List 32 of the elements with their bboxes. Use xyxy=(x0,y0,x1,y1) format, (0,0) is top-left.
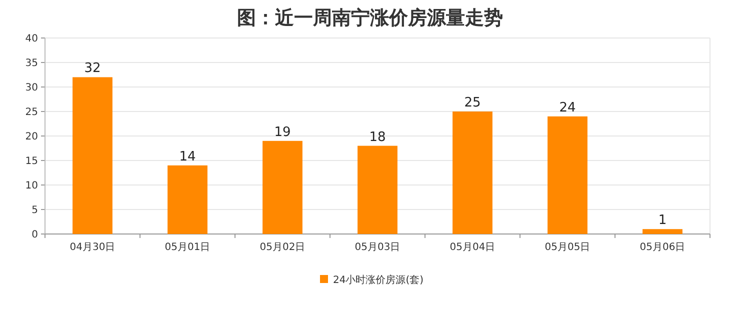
data-label: 14 xyxy=(179,149,196,164)
y-tick-label: 10 xyxy=(25,180,38,192)
y-tick-label: 30 xyxy=(25,82,38,94)
bar xyxy=(548,116,588,234)
y-tick-label: 25 xyxy=(25,107,38,118)
bar xyxy=(262,140,302,234)
y-tick-label: 0 xyxy=(32,230,38,240)
bar xyxy=(168,165,208,234)
x-tick-label: 05月03日 xyxy=(354,242,400,253)
data-label: 18 xyxy=(369,130,386,145)
bar xyxy=(72,77,112,234)
y-tick-label: 15 xyxy=(25,156,38,167)
data-label: 25 xyxy=(464,96,481,110)
bar xyxy=(642,229,682,234)
y-tick-label: 35 xyxy=(25,58,38,69)
legend-label: 24小时涨价房源(套) xyxy=(333,274,424,286)
data-label: 1 xyxy=(658,213,667,228)
bar xyxy=(452,112,492,234)
x-tick-label: 05月04日 xyxy=(450,242,496,253)
data-label: 19 xyxy=(274,124,291,140)
data-label: 32 xyxy=(84,61,101,76)
x-tick-label: 05月01日 xyxy=(164,242,210,253)
chart-title: 图：近一周南宁涨价房源量走势 xyxy=(237,7,503,29)
x-tick-label: 04月30日 xyxy=(70,242,116,253)
x-tick-label: 05月05日 xyxy=(544,242,590,253)
y-tick-label: 40 xyxy=(25,34,38,44)
data-label: 24 xyxy=(559,100,576,116)
y-tick-label: 20 xyxy=(25,132,38,142)
y-tick-label: 5 xyxy=(32,205,38,216)
x-tick-label: 05月06日 xyxy=(640,242,686,253)
bar xyxy=(358,146,398,234)
x-tick-label: 05月02日 xyxy=(260,242,306,253)
